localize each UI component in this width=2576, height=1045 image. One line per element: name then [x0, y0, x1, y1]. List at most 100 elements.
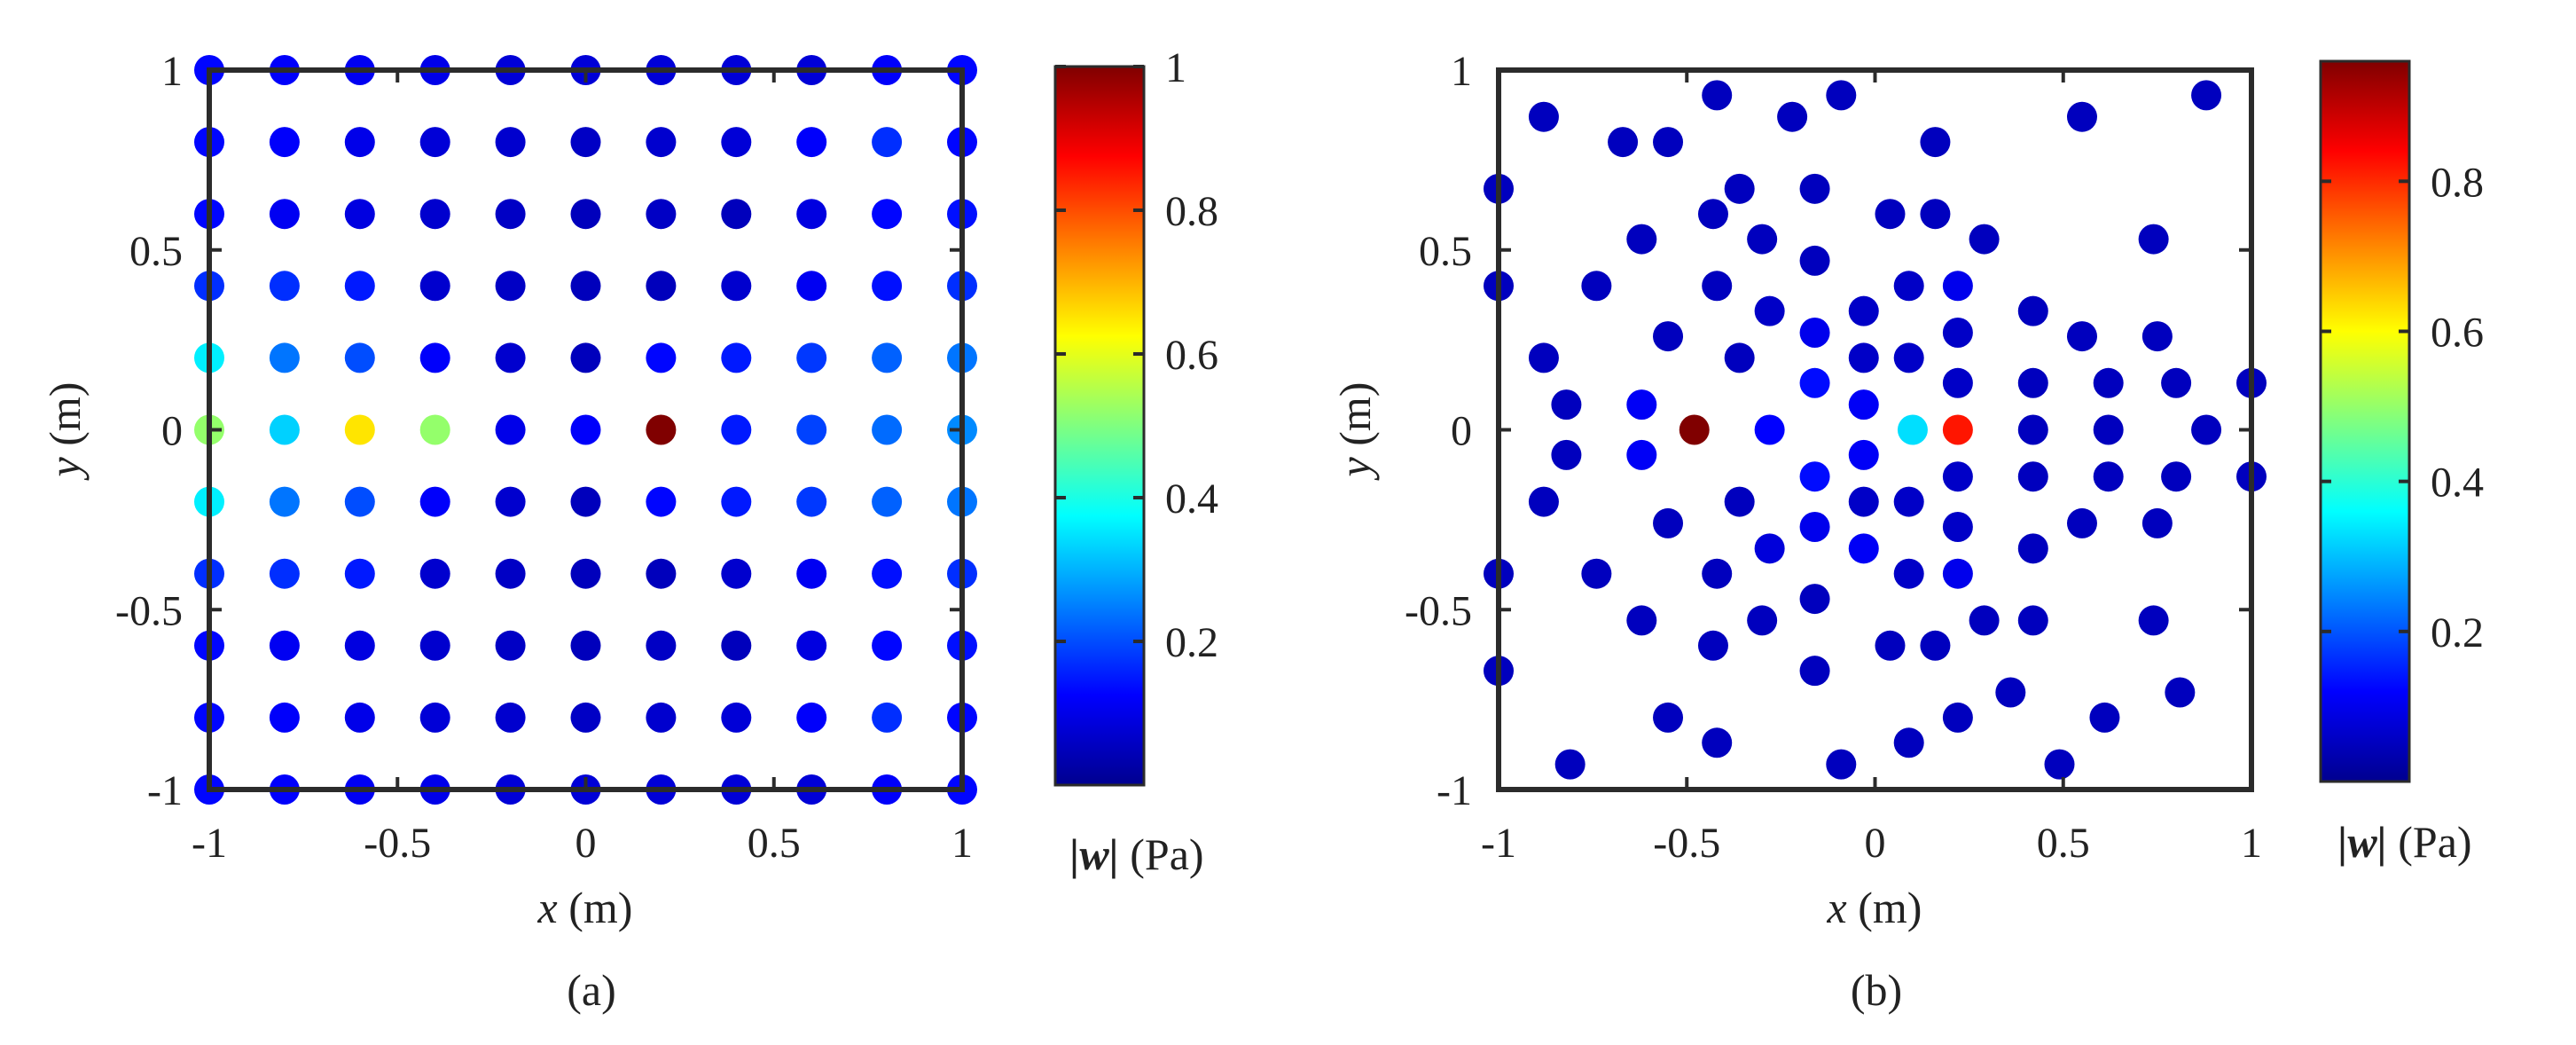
panel-b-point — [1897, 414, 1928, 445]
panel-b-colorbar-frame — [2319, 59, 2411, 783]
panel-a-point — [570, 486, 601, 517]
panel-b-point — [1799, 584, 1830, 615]
panel-b-x-tick-label: -1 — [1481, 820, 1516, 867]
panel-a-point — [419, 630, 450, 661]
panel-a-colorbar-tick-label: 1 — [1165, 44, 1186, 91]
panel-b-axes-frame — [1496, 67, 2254, 792]
panel-b-x-tick-label: -0.5 — [1653, 820, 1720, 867]
panel-b-point — [1697, 199, 1728, 230]
panel-b-colorbar-tick-label: 0.2 — [2431, 609, 2484, 656]
panel-b-point — [1826, 80, 1857, 111]
panel-a-point — [570, 342, 601, 373]
panel-b-point — [2093, 414, 2124, 445]
panel-b-point — [2017, 295, 2048, 326]
panel-b-point — [1551, 389, 1582, 420]
panel-a-point — [646, 199, 677, 230]
panel-a-point — [872, 127, 903, 158]
panel-b-point — [2017, 605, 2048, 636]
panel-a-points — [194, 55, 977, 805]
panel-a-point — [646, 558, 677, 589]
panel-b-point — [1920, 630, 1951, 661]
panel-b-point — [1754, 414, 1785, 445]
panel-b-point — [2044, 749, 2075, 780]
panel-a-point — [344, 342, 375, 373]
panel-b-point — [1554, 749, 1586, 780]
panel-a-point — [796, 414, 827, 445]
panel-b-point — [1893, 271, 1924, 302]
panel-a-point — [269, 558, 300, 589]
panel-a-x-tick-label: 0.5 — [748, 820, 801, 867]
panel-b-point — [2161, 461, 2192, 492]
panel-a-y-tick-label: 0.5 — [129, 228, 183, 275]
panel-b-point — [1848, 389, 1879, 420]
panel-b-xlabel: x (m) — [1827, 883, 1922, 932]
panel-b-point — [2017, 367, 2048, 398]
panel-a-point — [419, 558, 450, 589]
panel-b-colorbar-ticks: 0.2 0.4 0.6 0.8 — [2321, 159, 2484, 656]
panel-b-point — [1969, 224, 2000, 255]
panel-a-colorbar-tick-label: 0.8 — [1165, 188, 1218, 235]
panel-a-point — [721, 127, 752, 158]
panel-a-point — [646, 702, 677, 733]
panel-b-point — [1942, 511, 1973, 542]
panel-a-point — [721, 630, 752, 661]
panel-a-point — [721, 199, 752, 230]
panel-a-point — [796, 630, 827, 661]
panel-a-point — [646, 486, 677, 517]
panel-b-point — [2017, 414, 2048, 445]
panel-a-x-tick-label: -0.5 — [364, 820, 431, 867]
panel-b-y-tick-label: -1 — [1437, 767, 1472, 814]
panel-a-point — [872, 271, 903, 302]
panel-b-point — [2066, 321, 2097, 352]
panel-b-points — [1484, 80, 2267, 780]
panel-a-point — [570, 414, 601, 445]
panel-a-point — [872, 414, 903, 445]
panel-b-point — [2089, 702, 2120, 733]
panel-b-point — [2093, 461, 2124, 492]
panel-a-point — [269, 486, 300, 517]
panel-a-point — [646, 271, 677, 302]
panel-b-caption: (b) — [1851, 965, 1902, 1015]
panel-b-point — [1697, 630, 1728, 661]
panel-b-point — [1848, 533, 1879, 564]
panel-a-point — [796, 486, 827, 517]
panel-a-colorbar-tick-label: 0.6 — [1165, 332, 1218, 379]
panel-a-point — [721, 271, 752, 302]
panel-b-point — [2138, 224, 2169, 255]
panel-b-point — [1799, 173, 1830, 204]
panel-b-point — [1799, 245, 1830, 276]
panel-b-point — [1777, 101, 1808, 132]
panel-a-point — [796, 199, 827, 230]
panel-b-point — [2138, 605, 2169, 636]
panel-a-x-tick-label: -1 — [192, 820, 227, 867]
panel-a-point — [344, 486, 375, 517]
panel-b-point — [2017, 533, 2048, 564]
panel-b-point — [1528, 101, 1559, 132]
panel-a-point — [419, 199, 450, 230]
panel-b-point — [1702, 727, 1733, 758]
panel-a-colorbar-label: |w| (Pa) — [1069, 829, 1203, 879]
panel-b-x-tick-label: 0 — [1865, 820, 1886, 867]
panel-b-point — [1724, 342, 1755, 373]
panel-b-point — [1893, 558, 1924, 589]
panel-b-point — [1799, 367, 1830, 398]
panel-a-x-tick-label: 1 — [951, 820, 973, 867]
panel-a-point — [646, 414, 677, 445]
panel-b-ylabel: y (m) — [1330, 382, 1380, 482]
panel-b-point — [1942, 414, 1973, 445]
panel-a-point — [796, 702, 827, 733]
panel-b-y-tick-label: 0 — [1451, 408, 1472, 455]
panel-b-point — [2141, 321, 2173, 352]
panel-a-point — [872, 558, 903, 589]
panel-a-point — [269, 702, 300, 733]
panel-a-point — [570, 199, 601, 230]
panel-a-point — [646, 630, 677, 661]
panel-b-point — [1893, 486, 1924, 517]
panel-b-point — [1942, 558, 1973, 589]
panel-b-point — [1679, 414, 1710, 445]
panel-b-point — [1942, 702, 1973, 733]
panel-a-colorbar — [1055, 67, 1144, 785]
panel-a-point — [872, 702, 903, 733]
panel-a-point — [344, 127, 375, 158]
panel-b-point — [1747, 605, 1778, 636]
